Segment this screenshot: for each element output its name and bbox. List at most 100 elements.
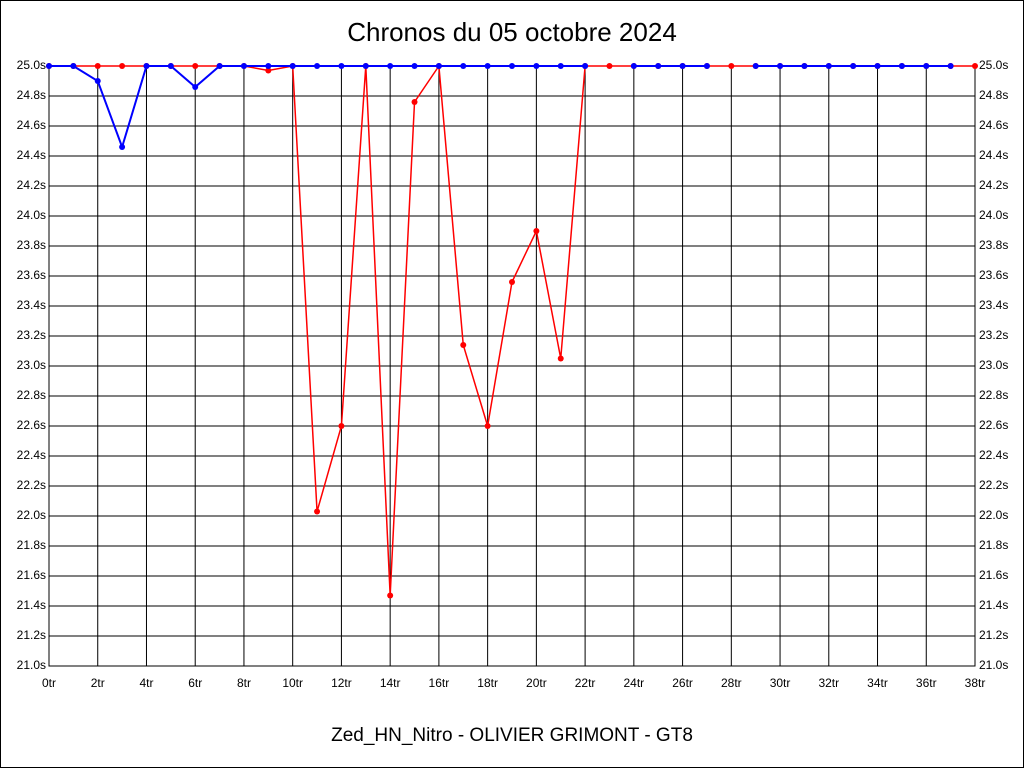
x-tick-label: 28tr — [721, 676, 742, 690]
y2-tick-label: 23.4s — [979, 298, 1008, 312]
data-point — [630, 63, 637, 69]
data-point — [557, 63, 564, 69]
y-tick-label: 23.2s — [17, 328, 46, 342]
y2-tick-label: 24.2s — [979, 178, 1008, 192]
data-point — [777, 63, 784, 69]
y-tick-label: 23.8s — [17, 238, 46, 252]
y-tick-label: 22.4s — [17, 448, 46, 462]
y-tick-label: 21.2s — [17, 628, 46, 642]
y-tick-label: 25.0s — [17, 58, 46, 72]
data-point — [411, 63, 418, 69]
data-point — [94, 78, 101, 84]
data-point — [972, 63, 978, 69]
data-point — [728, 63, 735, 69]
data-point — [923, 63, 930, 69]
y2-tick-label: 24.6s — [979, 118, 1008, 132]
data-point — [265, 63, 272, 69]
x-tick-label: 6tr — [188, 676, 202, 690]
y-tick-label: 22.0s — [17, 508, 46, 522]
data-point — [192, 84, 199, 90]
y-tick-label: 24.0s — [17, 208, 46, 222]
y2-tick-label: 24.8s — [979, 88, 1008, 102]
data-point — [606, 63, 613, 69]
y-tick-label: 22.6s — [17, 418, 46, 432]
x-tick-label: 38tr — [965, 676, 986, 690]
data-point — [801, 63, 808, 69]
y2-tick-label: 22.0s — [979, 508, 1008, 522]
y2-tick-label: 22.8s — [979, 388, 1008, 402]
x-tick-label: 34tr — [867, 676, 888, 690]
data-point — [557, 355, 564, 362]
y2-tick-label: 21.8s — [979, 538, 1008, 552]
data-point — [387, 63, 394, 69]
data-point — [192, 63, 199, 69]
y-tick-label: 23.0s — [17, 358, 46, 372]
data-point — [460, 342, 467, 348]
data-point — [362, 63, 369, 69]
data-point — [411, 99, 418, 105]
y2-tick-label: 21.2s — [979, 628, 1008, 642]
y2-tick-label: 24.4s — [979, 148, 1008, 162]
x-tick-label: 2tr — [91, 676, 105, 690]
y2-tick-label: 22.4s — [979, 448, 1008, 462]
x-tick-label: 18tr — [477, 676, 498, 690]
chart-title: Chronos du 05 octobre 2024 — [347, 17, 677, 47]
data-point — [314, 63, 321, 69]
x-tick-label: 26tr — [672, 676, 693, 690]
y2-tick-label: 23.8s — [979, 238, 1008, 252]
data-point — [874, 63, 881, 69]
y-tick-label: 23.4s — [17, 298, 46, 312]
data-point — [460, 63, 467, 69]
data-point — [338, 63, 345, 69]
y-tick-label: 24.4s — [17, 148, 46, 162]
data-point — [240, 63, 247, 69]
data-point — [435, 63, 442, 69]
y2-tick-label: 21.4s — [979, 598, 1008, 612]
x-tick-label: 36tr — [916, 676, 937, 690]
y2-tick-label: 23.2s — [979, 328, 1008, 342]
y-tick-label: 21.8s — [17, 538, 46, 552]
x-tick-label: 24tr — [623, 676, 644, 690]
data-point — [484, 63, 491, 69]
y-tick-label: 22.2s — [17, 478, 46, 492]
y-tick-label: 21.0s — [17, 658, 46, 672]
x-tick-label: 12tr — [331, 676, 352, 690]
y-tick-label: 24.2s — [17, 178, 46, 192]
y2-tick-label: 21.6s — [979, 568, 1008, 582]
data-point — [484, 423, 491, 429]
data-point — [825, 63, 832, 69]
data-point — [289, 63, 296, 69]
y-tick-label: 24.8s — [17, 88, 46, 102]
data-point — [119, 144, 126, 150]
x-tick-label: 10tr — [282, 676, 303, 690]
data-point — [143, 63, 150, 69]
data-point — [582, 63, 589, 69]
data-point — [314, 508, 321, 515]
x-tick-label: 4tr — [139, 676, 153, 690]
y2-tick-label: 23.6s — [979, 268, 1008, 282]
data-point — [533, 228, 540, 234]
y-tick-label: 24.6s — [17, 118, 46, 132]
data-point — [387, 592, 394, 599]
data-point — [338, 423, 345, 429]
data-point — [509, 63, 515, 69]
x-tick-label: 0tr — [42, 676, 56, 690]
data-point — [850, 63, 857, 69]
data-point — [703, 63, 710, 69]
data-point — [947, 63, 954, 69]
x-tick-label: 32tr — [818, 676, 839, 690]
x-axis-label: Zed_HN_Nitro - OLIVIER GRIMONT - GT8 — [331, 725, 693, 746]
y2-tick-label: 22.2s — [979, 478, 1008, 492]
data-point — [94, 63, 101, 69]
y2-tick-label: 22.6s — [979, 418, 1008, 432]
data-point — [509, 279, 515, 285]
y-tick-label: 21.6s — [17, 568, 46, 582]
x-tick-label: 30tr — [770, 676, 791, 690]
x-tick-label: 20tr — [526, 676, 547, 690]
x-tick-label: 16tr — [429, 676, 450, 690]
y2-tick-label: 21.0s — [979, 658, 1008, 672]
data-point — [119, 63, 126, 69]
data-point — [679, 63, 686, 69]
